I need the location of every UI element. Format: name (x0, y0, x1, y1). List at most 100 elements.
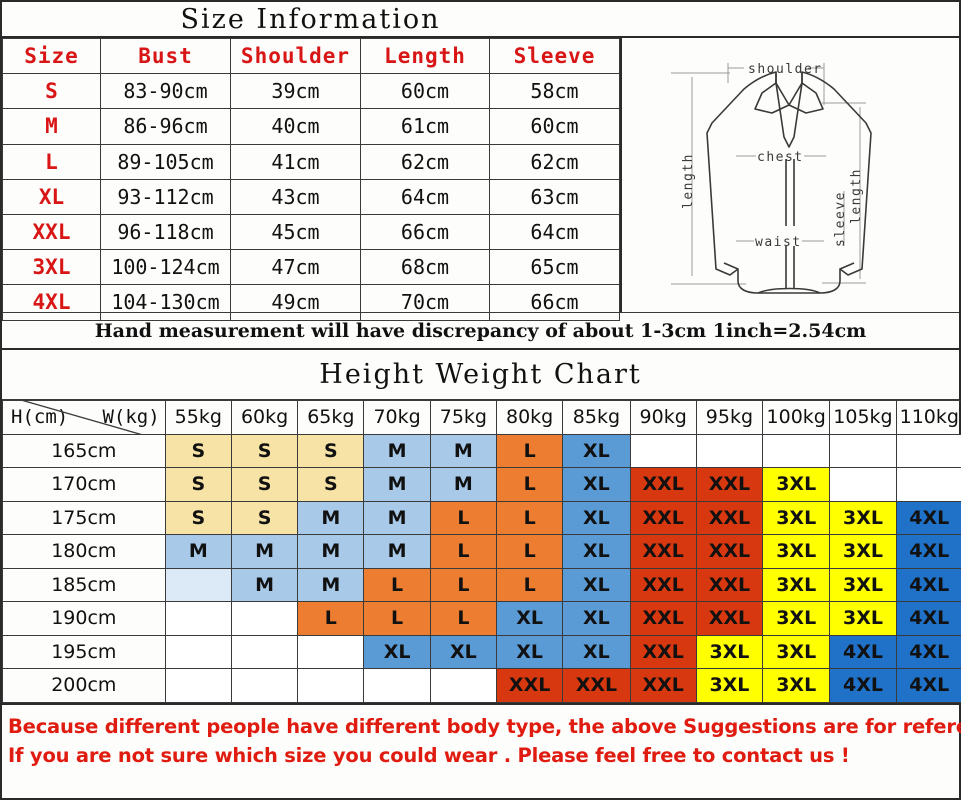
size-cell: L (429, 567, 498, 602)
table-row: XXL 96-118cm 45cm 66cm 64cm (2, 213, 620, 251)
size-cell: 4XL (895, 634, 961, 669)
weight-header: 70kg (363, 400, 431, 435)
weight-axis-label: W(kg) (102, 406, 160, 429)
size-cell: L (495, 567, 564, 602)
table-row: 195cm XL XL XL XL XXL 3XL 3XL 4XL 4XL (2, 634, 961, 669)
shoulder-value: 47cm (230, 249, 361, 286)
size-cell: XXL (695, 601, 764, 636)
size-value: 4XL (2, 284, 101, 321)
col-header-size: Size (2, 37, 101, 75)
size-cell: 3XL (829, 534, 897, 569)
table-row: L 89-105cm 41cm 62cm 62cm (2, 143, 620, 180)
shirt-measurement-diagram: shoulder chest waist length sleeve lengt… (620, 38, 959, 312)
label-waist: waist (755, 235, 802, 250)
size-cell: XL (562, 534, 631, 569)
weight-header: 95kg (695, 400, 764, 435)
height-label: 170cm (2, 467, 166, 502)
bust-value: 96-118cm (100, 213, 231, 251)
bust-value: 100-124cm (100, 249, 231, 286)
size-cell: XXL (629, 634, 697, 669)
height-weight-body: 165cm S S S M M L XL 170cm S S S M M L XL XXL XXL 3XL 175cm… (2, 433, 961, 703)
bust-value: 104-130cm (100, 284, 231, 321)
weight-header: 55kg (164, 400, 232, 435)
size-cell (629, 433, 697, 468)
size-cell: XL (562, 433, 631, 468)
size-cell: XL (562, 634, 631, 669)
size-cell: XL (562, 500, 631, 535)
size-cell (363, 668, 431, 703)
size-cell (230, 601, 299, 636)
table-row: 185cm M M L L L XL XXL XXL 3XL 3XL 4XL (2, 567, 961, 602)
size-cell: M (164, 534, 232, 569)
size-cell: M (429, 467, 498, 502)
height-label: 190cm (2, 601, 166, 636)
size-cell: M (230, 534, 299, 569)
table-row: 190cm L L L XL XL XXL XXL 3XL 3XL 4XL (2, 601, 961, 636)
length-value: 64cm (360, 178, 490, 215)
size-cell: XXL (495, 668, 564, 703)
col-header-sleeve: Sleeve (489, 37, 620, 75)
size-cell: 4XL (829, 668, 897, 703)
size-cell: M (363, 433, 431, 468)
size-cell: 3XL (762, 634, 831, 669)
size-cell: XXL (695, 467, 764, 502)
height-axis-label: H(cm) (11, 406, 69, 429)
size-cell (230, 634, 299, 669)
size-cell: M (363, 467, 431, 502)
size-cell: XXL (629, 467, 697, 502)
page-title: Size Information (180, 3, 441, 35)
weight-header: 100kg (762, 400, 831, 435)
size-cell: 3XL (695, 634, 764, 669)
size-cell: L (363, 601, 431, 636)
sleeve-value: 64cm (489, 213, 620, 251)
size-value: L (2, 143, 101, 180)
weight-header: 90kg (629, 400, 697, 435)
size-cell: L (495, 534, 564, 569)
shoulder-value: 41cm (230, 143, 361, 180)
height-label: 185cm (2, 567, 166, 602)
height-label: 195cm (2, 634, 166, 669)
size-cell (695, 433, 764, 468)
size-cell: M (297, 567, 365, 602)
size-cell: XXL (629, 567, 697, 602)
sleeve-value: 65cm (489, 249, 620, 286)
weight-header: 60kg (230, 400, 299, 435)
size-value: S (2, 73, 101, 110)
size-information-title-row: Size Information (2, 2, 959, 38)
sleeve-value: 58cm (489, 73, 620, 110)
size-cell (895, 433, 961, 468)
length-value: 60cm (360, 73, 490, 110)
size-table-and-diagram: Size Bust Shoulder Length Sleeve S 83-90… (2, 37, 959, 321)
length-value: 68cm (360, 249, 490, 286)
shoulder-value: 39cm (230, 73, 361, 110)
size-cell: M (230, 567, 299, 602)
shoulder-value: 49cm (230, 284, 361, 321)
size-cell: S (164, 500, 232, 535)
size-cell: 4XL (895, 500, 961, 535)
size-cell: XL (495, 634, 564, 669)
col-header-bust: Bust (100, 37, 231, 75)
height-label: 180cm (2, 534, 166, 569)
size-cell: S (297, 433, 365, 468)
table-row: 200cm XXL XXL XXL 3XL 3XL 4XL 4XL (2, 668, 961, 703)
disclaimer-line-1: Because different people have different … (8, 714, 961, 738)
length-value: 62cm (360, 143, 490, 180)
table-row: 4XL 104-130cm 49cm 70cm 66cm (2, 284, 620, 321)
size-cell: S (230, 433, 299, 468)
size-cell: 4XL (895, 567, 961, 602)
height-weight-title-row: Height Weight Chart (2, 350, 959, 400)
weight-header: 80kg (495, 400, 564, 435)
bust-value: 86-96cm (100, 108, 231, 145)
height-label: 165cm (2, 433, 166, 468)
size-cell: XXL (629, 534, 697, 569)
shoulder-value: 45cm (230, 213, 361, 251)
height-label: 200cm (2, 668, 166, 703)
measurement-note: Hand measurement will have discrepancy o… (94, 319, 867, 342)
table-row: 3XL 100-124cm 47cm 68cm 65cm (2, 249, 620, 286)
size-cell: XL (429, 634, 498, 669)
size-cell: XXL (562, 668, 631, 703)
size-cell: 3XL (695, 668, 764, 703)
size-value: 3XL (2, 249, 101, 286)
label-length: length (681, 153, 696, 209)
